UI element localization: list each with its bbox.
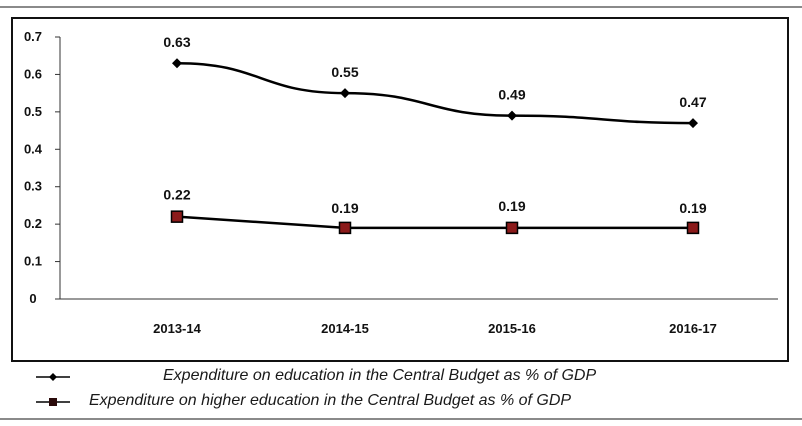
legend-entry-higher-education: Expenditure on higher education in the C… bbox=[0, 390, 802, 414]
x-axis-ticks: 2013-14 2014-15 2015-16 2016-17 bbox=[153, 321, 717, 336]
x-tick-label: 2016-17 bbox=[669, 321, 717, 336]
series-layer: 0.63 0.55 0.49 0.47 0.22 0.19 0.19 0.19 bbox=[163, 34, 707, 235]
data-point-diamond bbox=[172, 58, 182, 69]
chart-frame bbox=[11, 17, 789, 362]
legend-label-higher-education: Expenditure on higher education in the C… bbox=[89, 392, 572, 409]
y-tick-label: 0.1 bbox=[24, 254, 42, 269]
series-line bbox=[176, 215, 693, 230]
data-label: 0.47 bbox=[679, 94, 706, 110]
data-label: 0.55 bbox=[331, 64, 358, 80]
series-2: 0.22 0.19 0.19 0.19 bbox=[163, 187, 707, 235]
x-tick-label: 2015-16 bbox=[488, 321, 536, 336]
top-rule bbox=[0, 6, 802, 8]
data-point-diamond bbox=[688, 118, 698, 129]
y-tick-label: 0 bbox=[29, 291, 36, 306]
series-line bbox=[176, 61, 694, 125]
data-point-diamond bbox=[507, 110, 517, 121]
y-axis-ticks: 0 0.1 0.2 0.3 0.4 0.5 0.6 0.7 bbox=[24, 29, 60, 306]
legend-label-education: Expenditure on education in the Central … bbox=[163, 367, 597, 384]
bottom-rule bbox=[0, 418, 802, 420]
x-tick-label: 2013-14 bbox=[153, 321, 201, 336]
y-tick-label: 0.7 bbox=[24, 29, 42, 44]
x-tick-label: 2014-15 bbox=[321, 321, 369, 336]
y-tick-label: 0.5 bbox=[24, 104, 42, 119]
data-label: 0.19 bbox=[498, 198, 525, 214]
y-tick-label: 0.4 bbox=[24, 141, 43, 156]
legend-diamond-marker-icon bbox=[36, 373, 70, 381]
data-point-square bbox=[338, 221, 352, 235]
data-label: 0.63 bbox=[163, 34, 190, 50]
y-tick-label: 0.2 bbox=[24, 216, 42, 231]
data-label: 0.22 bbox=[163, 187, 190, 203]
data-label: 0.19 bbox=[331, 200, 358, 216]
data-label: 0.19 bbox=[679, 200, 706, 216]
series-1: 0.63 0.55 0.49 0.47 bbox=[163, 34, 707, 129]
data-label: 0.49 bbox=[498, 87, 525, 103]
legend-square-marker-icon bbox=[36, 398, 70, 406]
y-tick-label: 0.6 bbox=[24, 66, 42, 81]
data-point-square bbox=[686, 221, 700, 235]
y-tick-label: 0.3 bbox=[24, 179, 42, 194]
data-point-diamond bbox=[340, 88, 350, 99]
legend-entry-education: Expenditure on education in the Central … bbox=[0, 365, 802, 389]
data-point-square bbox=[170, 210, 184, 223]
data-point-square bbox=[505, 221, 519, 235]
